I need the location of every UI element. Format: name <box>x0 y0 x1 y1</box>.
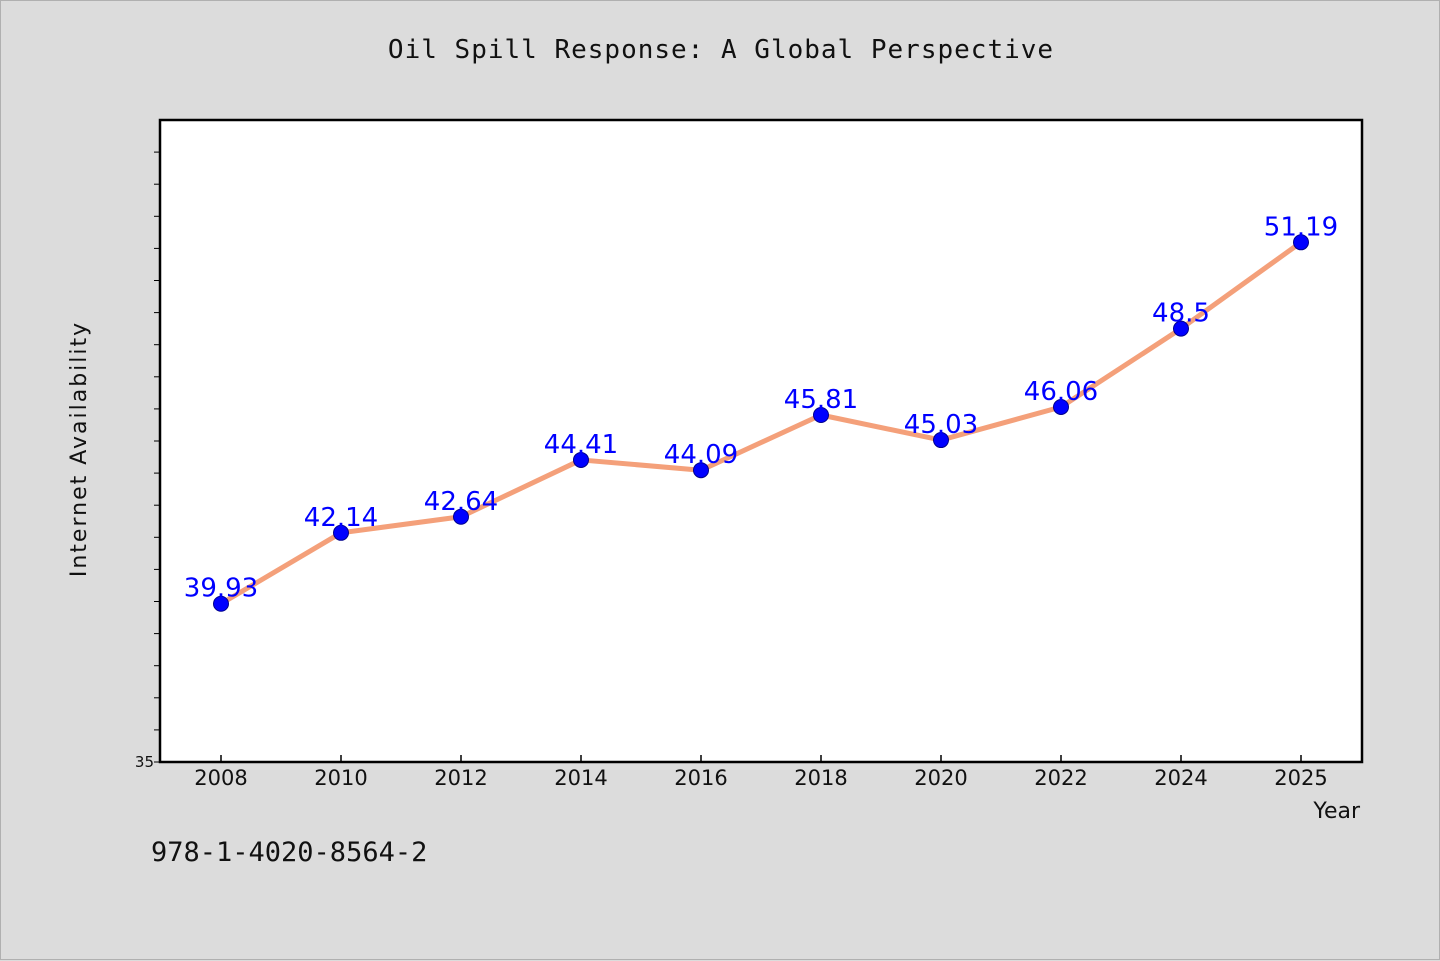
data-label: 42.14 <box>304 503 378 533</box>
data-point <box>1293 234 1309 251</box>
x-axis-ticks: 2008 2010 2012 2014 2016 2018 2020 2022 2024 2025 <box>194 755 1328 790</box>
series-line <box>218 239 1304 607</box>
data-label: 39.93 <box>184 574 258 604</box>
data-point <box>333 524 349 541</box>
x-tick-label: 2008 <box>194 766 247 790</box>
chart-title: Oil Spill Response: A Global Perspective <box>387 35 1055 65</box>
data-point <box>573 451 589 468</box>
data-label: 44.41 <box>544 430 618 460</box>
y-tick-label: 35 <box>135 753 154 771</box>
data-point <box>813 406 829 423</box>
data-point <box>453 508 469 525</box>
x-tick-label: 2018 <box>794 766 847 790</box>
data-label: 44.09 <box>664 440 738 470</box>
x-tick-label: 2020 <box>914 766 967 790</box>
y-axis-ticks <box>154 151 160 763</box>
data-labels: 39.93 42.14 42.64 44.41 44.09 45.81 45.03 46.06… <box>184 212 1338 603</box>
footer-code: 978-1-4020-8564-2 <box>151 837 428 868</box>
x-tick-label: 2025 <box>1274 766 1327 790</box>
data-point <box>1053 398 1069 415</box>
data-label: 45.03 <box>904 410 978 440</box>
data-label: 46.06 <box>1024 377 1098 407</box>
x-tick-label: 2022 <box>1034 766 1087 790</box>
data-point <box>933 432 949 449</box>
x-tick-label: 2016 <box>674 766 727 790</box>
data-markers <box>213 234 1309 612</box>
data-point <box>1173 320 1189 337</box>
data-label: 51.19 <box>1264 212 1338 242</box>
data-label: 45.81 <box>784 385 858 415</box>
data-point <box>693 462 709 479</box>
data-point <box>213 595 229 612</box>
data-label: 42.64 <box>424 487 498 517</box>
data-label: 48.5 <box>1152 299 1210 329</box>
y-axis-label: Internet Availability <box>67 321 92 577</box>
x-axis-label: Year <box>1312 799 1361 824</box>
x-tick-label: 2012 <box>434 766 487 790</box>
x-tick-label: 2010 <box>314 766 367 790</box>
x-tick-label: 2024 <box>1154 766 1207 790</box>
x-tick-label: 2014 <box>554 766 607 790</box>
